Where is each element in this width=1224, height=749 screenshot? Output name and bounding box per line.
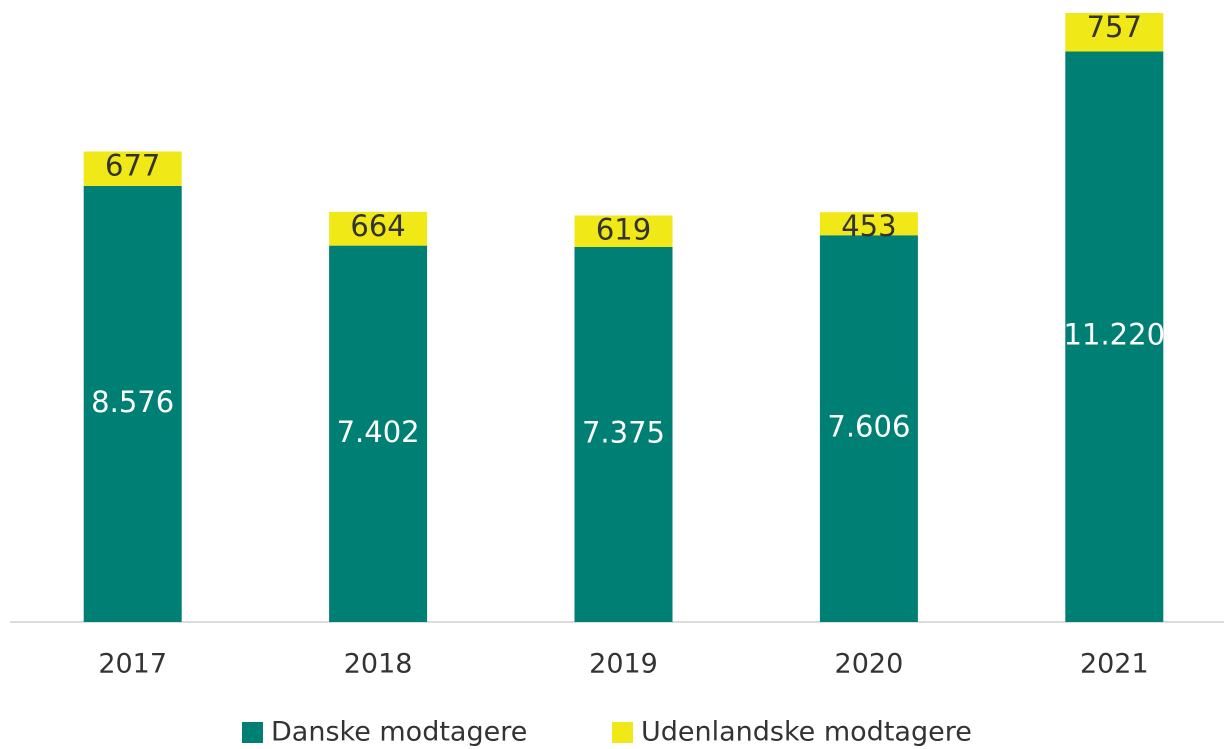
bar-segment xyxy=(83,151,182,186)
bar-segment xyxy=(329,211,428,246)
x-tick-label: 2017 xyxy=(98,649,167,680)
bar-segment xyxy=(574,247,673,622)
data-label: 677 xyxy=(105,149,160,183)
x-tick-label: 2021 xyxy=(1080,649,1149,680)
legend-swatch xyxy=(612,722,633,743)
data-label: 453 xyxy=(841,209,896,243)
legend-swatch xyxy=(242,722,263,743)
bar-segment xyxy=(83,185,182,623)
bar-segment xyxy=(1065,51,1164,623)
data-label: 8.576 xyxy=(91,385,174,419)
x-tick-label: 2018 xyxy=(344,649,413,680)
data-label: 757 xyxy=(1087,10,1142,44)
bar-segment xyxy=(1065,13,1164,52)
data-label: 664 xyxy=(350,209,405,243)
data-label: 619 xyxy=(596,213,651,247)
data-label: 7.375 xyxy=(582,416,665,450)
bar-segment xyxy=(819,235,918,622)
x-tick-label: 2019 xyxy=(589,649,658,680)
legend-label: Danske modtagere xyxy=(271,717,527,748)
data-label: 11.220 xyxy=(1064,318,1165,352)
bar-segment xyxy=(819,212,918,236)
data-label: 7.402 xyxy=(337,415,420,449)
x-tick-label: 2020 xyxy=(835,649,904,680)
data-label: 7.606 xyxy=(827,410,910,444)
bar-segment xyxy=(329,245,428,622)
legend-label: Udenlandske modtagere xyxy=(641,717,972,748)
bar-segment xyxy=(574,215,673,247)
